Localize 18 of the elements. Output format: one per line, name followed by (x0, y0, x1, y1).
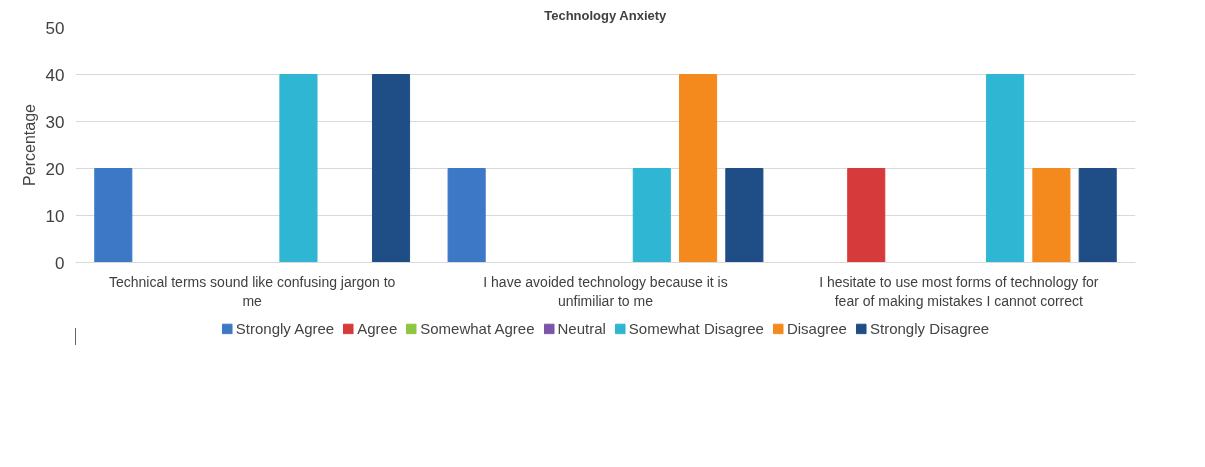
y-tick-label: 10 (45, 206, 65, 226)
chart-title: Technology Anxiety (544, 7, 668, 23)
legend-label: Agree (357, 319, 398, 337)
legend-label: Strongly Agree (235, 319, 335, 337)
legend-label: Strongly Disagree (869, 319, 990, 337)
x-tick-label: I hesitate to use most forms of technology for fear of making mistakes I cannot correct (819, 273, 1099, 309)
y-tick-label: 0 (55, 253, 65, 273)
y-tick-label: 20 (45, 159, 65, 179)
y-axis-title: Percentage (20, 103, 38, 186)
legend-label: Disagree (786, 319, 847, 337)
y-tick-label: 50 (45, 18, 65, 38)
x-tick-label: I have avoided technology because it is unfimiliar to me (483, 273, 728, 309)
legend-label: Somewhat Agree (420, 319, 535, 337)
y-tick-label: 40 (45, 65, 65, 85)
x-tick-label: Technical terms sound like confusing jargon to me (108, 273, 396, 309)
legend-label: Somewhat Disagree (628, 319, 764, 337)
y-tick-label: 30 (45, 112, 65, 132)
legend-label: Neutral (557, 319, 606, 337)
